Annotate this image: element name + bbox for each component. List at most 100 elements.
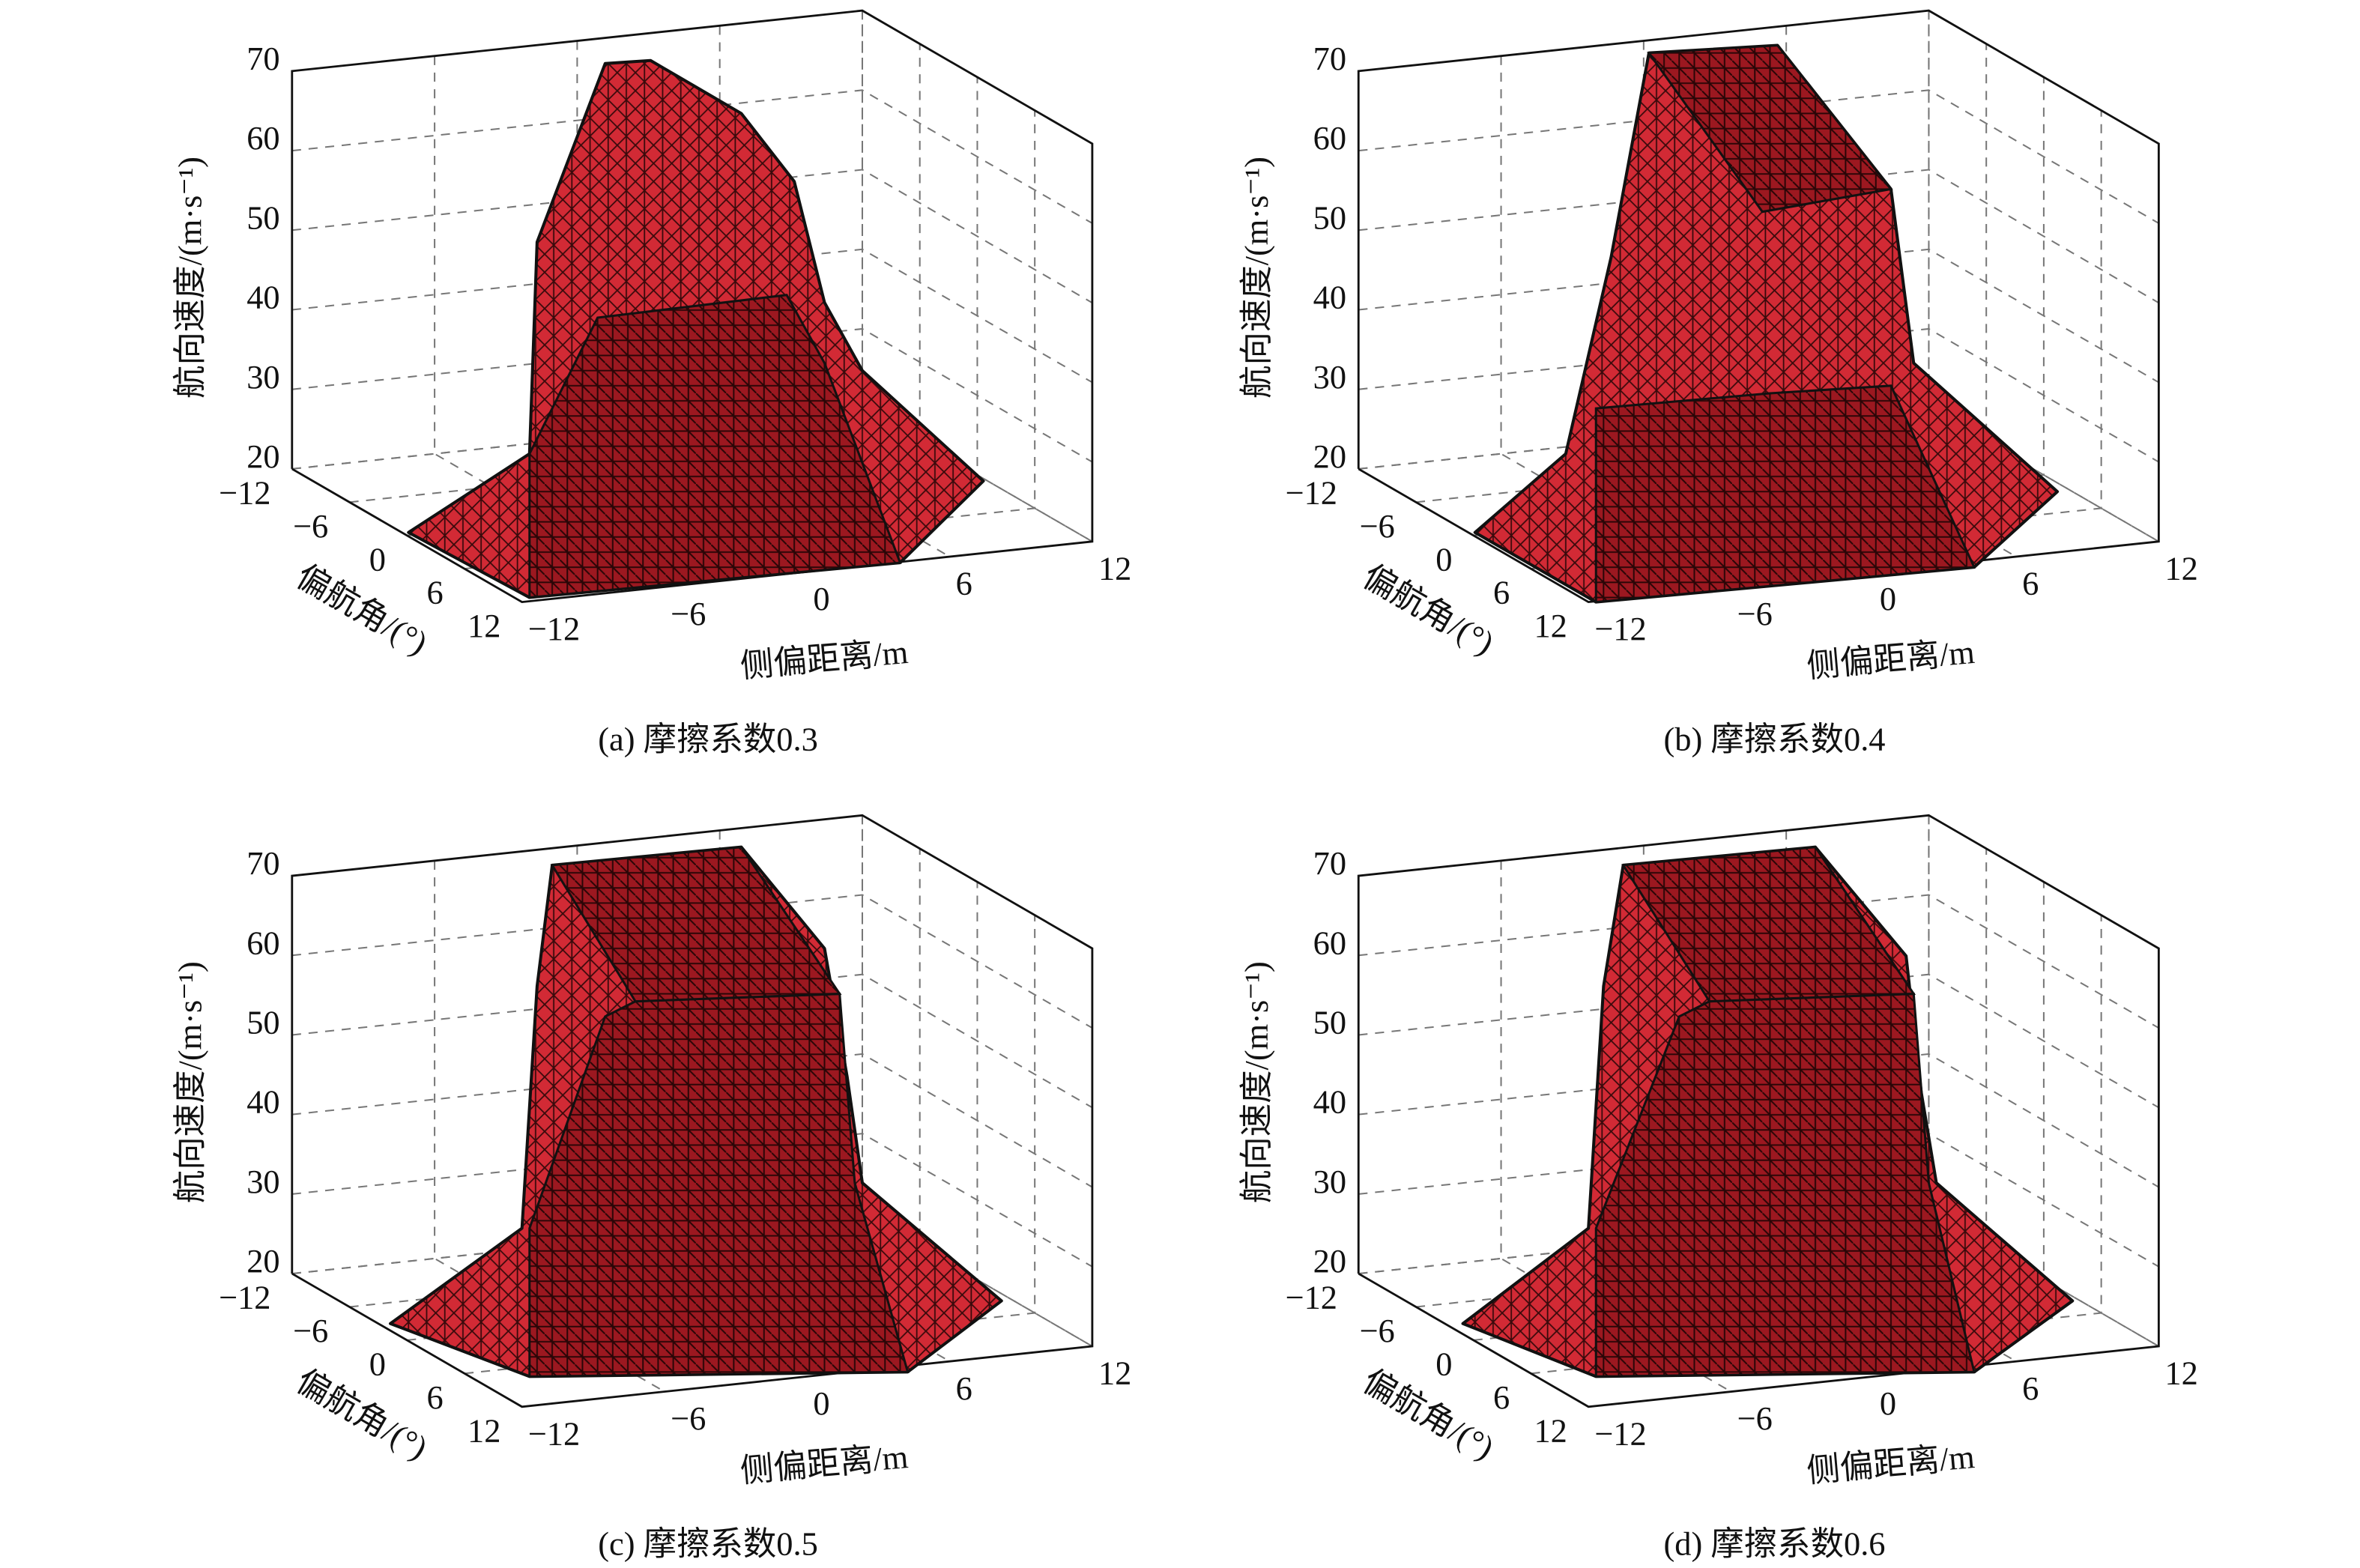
x-tick-label: −6	[1737, 595, 1773, 632]
surface-a	[407, 58, 985, 599]
x-tick-label: 6	[956, 1369, 972, 1407]
y-tick-label: 12	[468, 1411, 500, 1449]
surface-top	[1621, 846, 1916, 1003]
caption: (c) 摩擦系数0.5	[598, 1525, 818, 1563]
z-tick-label: 20	[1313, 438, 1346, 475]
grid-line	[1358, 89, 2159, 224]
z-tick-label: 20	[246, 1242, 279, 1280]
z-tick-label: 40	[246, 1083, 279, 1121]
y-tick-label: 0	[1435, 540, 1452, 578]
x-tick-label: 0	[1880, 580, 1896, 617]
caption: (d) 摩擦系数0.6	[1663, 1525, 1885, 1563]
x-tick-label: 6	[956, 565, 972, 602]
y-tick-label: 0	[369, 1345, 386, 1382]
y-tick-label: −12	[1286, 1279, 1337, 1316]
y-tick-label: 6	[426, 1378, 443, 1416]
y-tick-label: 6	[1493, 1378, 1510, 1416]
y-tick-label: 12	[1534, 1411, 1567, 1449]
z-axis-label: 航向速度/(m·s⁻¹)	[172, 961, 209, 1203]
y-axis-label: 偏航角/(°)	[290, 1362, 434, 1467]
y-tick-label: 12	[1534, 607, 1567, 644]
y-axis-label: 偏航角/(°)	[1356, 1362, 1500, 1467]
z-tick-label: 70	[1313, 40, 1346, 77]
x-tick-label: 12	[1098, 1354, 1131, 1392]
y-tick-label: 0	[369, 540, 386, 578]
y-tick-label: −6	[293, 1312, 328, 1349]
x-tick-label: 6	[2022, 565, 2039, 602]
z-tick-label: 50	[246, 1004, 279, 1041]
x-tick-label: 12	[2164, 549, 2197, 587]
x-axis-label: 侧偏距离/m	[739, 1438, 910, 1489]
z-tick-label: 70	[246, 844, 279, 882]
y-axis-label: 偏航角/(°)	[290, 557, 434, 662]
z-tick-label: 60	[246, 924, 279, 961]
axis-box	[1357, 9, 2160, 604]
x-tick-label: 0	[1880, 1384, 1896, 1422]
x-tick-label: 6	[2022, 1369, 2039, 1407]
x-tick-label: −6	[671, 1399, 706, 1437]
grid-line	[291, 89, 1093, 224]
surface-front	[1594, 384, 1976, 604]
surface-top	[550, 846, 842, 1003]
z-tick-label: 50	[246, 199, 279, 236]
y-tick-label: −12	[219, 473, 270, 511]
y-tick-label: −6	[293, 507, 328, 545]
z-tick-label: 50	[1313, 199, 1346, 236]
surface-front	[528, 294, 902, 599]
z-axis-label: 航向速度/(m·s⁻¹)	[1238, 157, 1275, 399]
surface-c	[389, 845, 1003, 1378]
z-tick-label: 70	[246, 40, 279, 77]
axis-box	[291, 9, 1094, 604]
caption: (b) 摩擦系数0.4	[1663, 721, 1885, 758]
x-tick-label: −12	[1594, 1414, 1646, 1452]
z-tick-label: 40	[1313, 1083, 1346, 1121]
surface-d	[1461, 845, 2075, 1378]
grid-line	[1358, 973, 2159, 1109]
z-axis-label: 航向速度/(m·s⁻¹)	[1238, 961, 1275, 1203]
x-axis-label: 侧偏距离/m	[1806, 633, 1976, 685]
grid-line	[291, 894, 1093, 1029]
x-tick-label: −12	[528, 610, 580, 647]
y-tick-label: 0	[1435, 1345, 1452, 1382]
x-tick-label: −12	[1594, 610, 1646, 647]
z-tick-label: 20	[1313, 1242, 1346, 1280]
z-tick-label: 50	[1313, 1004, 1346, 1041]
y-tick-label: −12	[219, 1279, 270, 1316]
x-tick-label: 0	[813, 580, 829, 617]
z-tick-label: 40	[1313, 279, 1346, 316]
z-tick-label: 30	[1313, 358, 1346, 396]
grid-line	[291, 169, 1093, 304]
surface-b	[1473, 43, 2060, 604]
y-tick-label: −12	[1286, 473, 1337, 511]
y-tick-label: 6	[426, 574, 443, 611]
y-tick-label: 6	[1493, 574, 1510, 611]
x-tick-label: −6	[1737, 1399, 1773, 1437]
caption: (a) 摩擦系数0.3	[598, 721, 818, 758]
x-tick-label: −6	[671, 595, 706, 632]
axis-box	[291, 814, 1094, 1408]
z-tick-label: 60	[246, 119, 279, 157]
z-tick-label: 40	[246, 279, 279, 316]
y-tick-label: −6	[1359, 507, 1394, 545]
x-tick-label: 12	[2164, 1354, 2197, 1392]
grid-line	[1358, 894, 2159, 1029]
z-tick-label: 30	[1313, 1163, 1346, 1200]
surface-top	[1647, 44, 1893, 214]
x-tick-label: 12	[1098, 549, 1131, 587]
y-axis-label: 偏航角/(°)	[1356, 557, 1500, 662]
axis-box	[1357, 814, 2160, 1408]
z-tick-label: 20	[246, 438, 279, 475]
z-tick-label: 60	[1313, 119, 1346, 157]
grid-line	[291, 973, 1093, 1109]
z-tick-label: 30	[246, 1163, 279, 1200]
x-tick-label: −12	[528, 1414, 580, 1452]
z-tick-label: 30	[246, 358, 279, 396]
y-tick-label: 12	[468, 607, 500, 644]
z-tick-label: 70	[1313, 844, 1346, 882]
grid-line	[1358, 169, 2159, 304]
surfaces	[389, 43, 2075, 1378]
x-axis-label: 侧偏距离/m	[1806, 1438, 1976, 1489]
z-tick-label: 60	[1313, 924, 1346, 961]
x-tick-label: 0	[813, 1384, 829, 1422]
